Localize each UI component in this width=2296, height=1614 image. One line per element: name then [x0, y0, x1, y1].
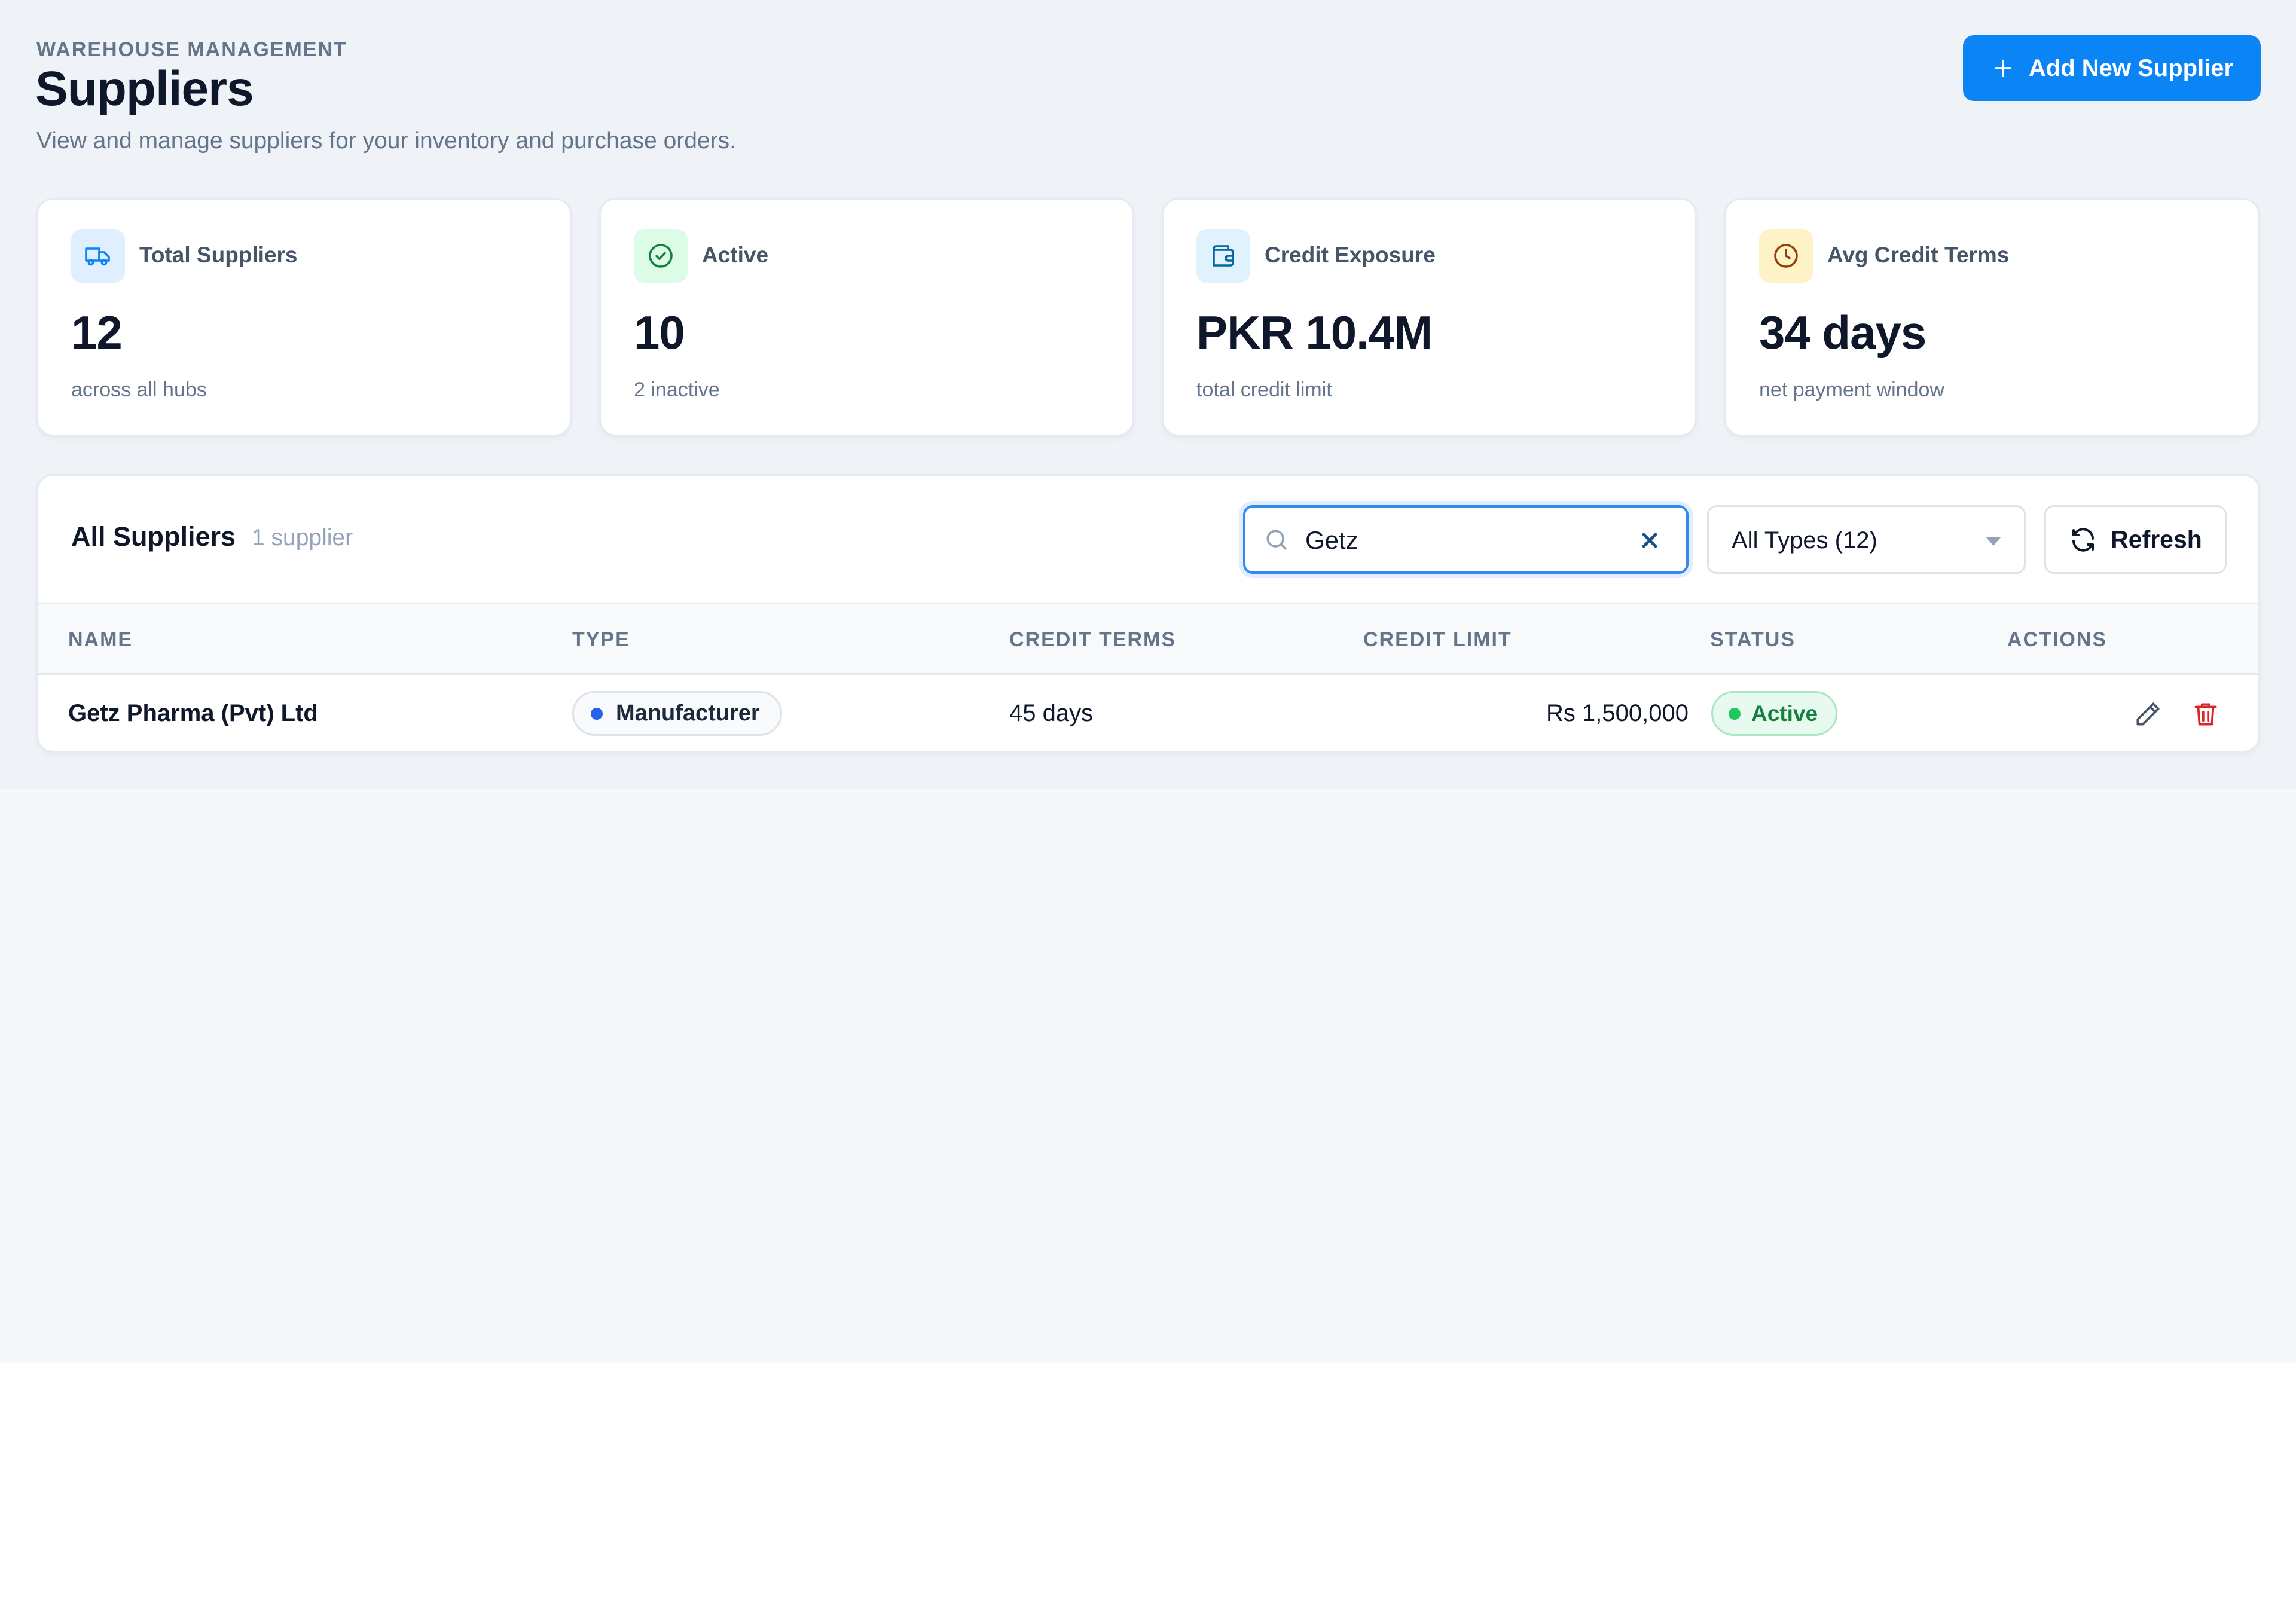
- stat-label: Active: [702, 243, 769, 267]
- stat-label: Avg Credit Terms: [1827, 243, 2010, 267]
- stat-note: net payment window: [1759, 378, 1944, 401]
- type-filter-select[interactable]: All Types (12): [1707, 505, 2026, 574]
- stat-label: Total Suppliers: [139, 243, 298, 267]
- column-header-name[interactable]: NAME: [68, 628, 133, 651]
- type-dot: [591, 707, 603, 720]
- stat-value: 12: [71, 306, 123, 359]
- table-header: NAME TYPE CREDIT TERMS CREDIT LIMIT STAT…: [38, 603, 2258, 675]
- credit-limit-cell: Rs 1,500,000: [1546, 700, 1689, 726]
- add-new-supplier-label: Add New Supplier: [2028, 54, 2234, 81]
- table-title: All Suppliers: [71, 521, 236, 552]
- stat-card-avg-credit-terms: Avg Credit Terms 34 days net payment win…: [1724, 198, 2260, 436]
- column-header-credit-limit[interactable]: CREDIT LIMIT: [1363, 628, 1512, 651]
- type-badge: Manufacturer: [572, 691, 782, 736]
- type-badge-label: Manufacturer: [616, 701, 760, 726]
- plus-icon: [1994, 59, 2012, 77]
- search-icon: [1266, 530, 1287, 550]
- search-field[interactable]: [1243, 505, 1689, 574]
- column-header-credit-terms[interactable]: CREDIT TERMS: [1009, 628, 1176, 651]
- status-badge: Active: [1711, 691, 1838, 736]
- stat-value: 10: [634, 306, 685, 359]
- supplier-name[interactable]: Getz Pharma (Pvt) Ltd: [68, 700, 318, 726]
- chevron-down-icon: [1986, 537, 2001, 546]
- wallet-icon: [1196, 229, 1250, 283]
- column-header-type[interactable]: TYPE: [572, 628, 630, 651]
- search-input[interactable]: [1305, 521, 1616, 560]
- truck-icon: [71, 229, 125, 283]
- status-badge-label: Active: [1751, 701, 1818, 726]
- column-header-actions: ACTIONS: [2007, 628, 2107, 651]
- supplier-count: 1 supplier: [252, 525, 353, 551]
- refresh-label: Refresh: [2111, 525, 2202, 553]
- status-dot: [1729, 707, 1741, 720]
- stat-note: 2 inactive: [634, 378, 720, 401]
- refresh-button[interactable]: Refresh: [2044, 505, 2227, 574]
- page-title: Suppliers: [35, 62, 254, 116]
- type-filter-value: All Types (12): [1732, 527, 1877, 554]
- stat-note: across all hubs: [71, 378, 207, 401]
- section-eyebrow: WAREHOUSE MANAGEMENT: [36, 38, 347, 61]
- clear-search-icon[interactable]: [1639, 530, 1660, 551]
- column-header-status[interactable]: STATUS: [1710, 628, 1796, 651]
- stat-card-credit-exposure: Credit Exposure PKR 10.4M total credit l…: [1162, 198, 1697, 436]
- table-row[interactable]: Getz Pharma (Pvt) Ltd Manufacturer 45 da…: [38, 675, 2258, 751]
- clock-icon: [1759, 229, 1813, 283]
- page-subtitle: View and manage suppliers for your inven…: [36, 128, 736, 154]
- credit-terms-cell: 45 days: [1009, 700, 1094, 726]
- stat-note: total credit limit: [1196, 378, 1332, 401]
- delete-trash-icon[interactable]: [2191, 699, 2221, 729]
- stat-card-active: Active 10 2 inactive: [599, 198, 1134, 436]
- stat-value: PKR 10.4M: [1196, 306, 1433, 359]
- check-circle-icon: [634, 229, 688, 283]
- edit-pencil-icon[interactable]: [2133, 699, 2163, 729]
- add-new-supplier-button[interactable]: Add New Supplier: [1963, 35, 2261, 101]
- stat-label: Credit Exposure: [1265, 243, 1436, 267]
- stat-value: 34 days: [1759, 306, 1926, 359]
- stat-card-total-suppliers: Total Suppliers 12 across all hubs: [36, 198, 572, 436]
- refresh-icon: [2072, 527, 2095, 552]
- suppliers-table-card: All Suppliers 1 supplier All Types (12) …: [36, 474, 2260, 753]
